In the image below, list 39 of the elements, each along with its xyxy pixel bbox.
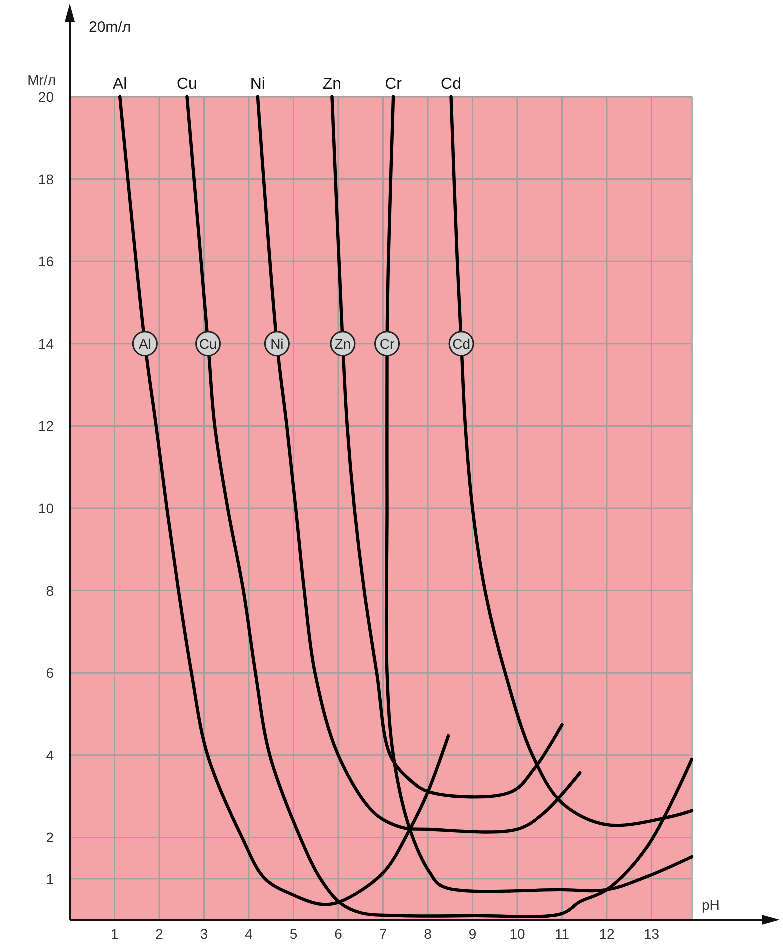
annotation: Cu [199, 336, 218, 352]
x-tick-label: 3 [200, 926, 208, 942]
x-tick-label: 12 [599, 926, 615, 942]
text: 20m/л [89, 19, 132, 36]
y-tick-label: 20 [38, 89, 54, 105]
x-tick-label: 1 [110, 926, 119, 942]
y-tick-label: 18 [38, 171, 54, 188]
series-label: Cr [385, 76, 403, 93]
series-label: Cu [177, 76, 198, 93]
x-tick-label: 5 [290, 926, 298, 942]
x-tick-label: 9 [468, 926, 477, 942]
series-label: Zn [322, 76, 342, 93]
annotation: Ni [270, 336, 284, 352]
x-tick-label: 4 [245, 926, 254, 942]
annotation: Cd [452, 336, 470, 352]
y-tick-label: 1 [46, 870, 54, 887]
y-tick-label: 10 [38, 500, 54, 516]
y-tick-label: 2 [46, 830, 54, 846]
y-tick-label: 6 [46, 665, 54, 682]
y-tick-label: 4 [46, 747, 54, 764]
x-tick-label: 8 [424, 926, 432, 942]
x-axis-title: pH [702, 897, 720, 913]
series-label: Ni [250, 76, 266, 93]
annotation: Zn [334, 336, 352, 352]
series-label: Cd [441, 76, 462, 93]
y-tick-label: 14 [38, 336, 54, 352]
x-tick-label: 2 [156, 926, 164, 942]
x-tick-label: 6 [334, 926, 343, 942]
x-tick-label: 13 [644, 926, 660, 942]
x-tick-label: 10 [510, 926, 526, 942]
y-axis-title: Mr/л [28, 72, 56, 88]
annotation: Cr [380, 336, 395, 352]
y-tick-label: 8 [46, 582, 54, 599]
annotation: Al [138, 336, 152, 352]
y-tick-label: 16 [38, 254, 54, 270]
y-tick-label: 12 [38, 418, 54, 434]
series-label: Al [113, 76, 128, 93]
x-tick-label: 11 [554, 926, 570, 942]
x-tick-label: 7 [379, 926, 388, 942]
